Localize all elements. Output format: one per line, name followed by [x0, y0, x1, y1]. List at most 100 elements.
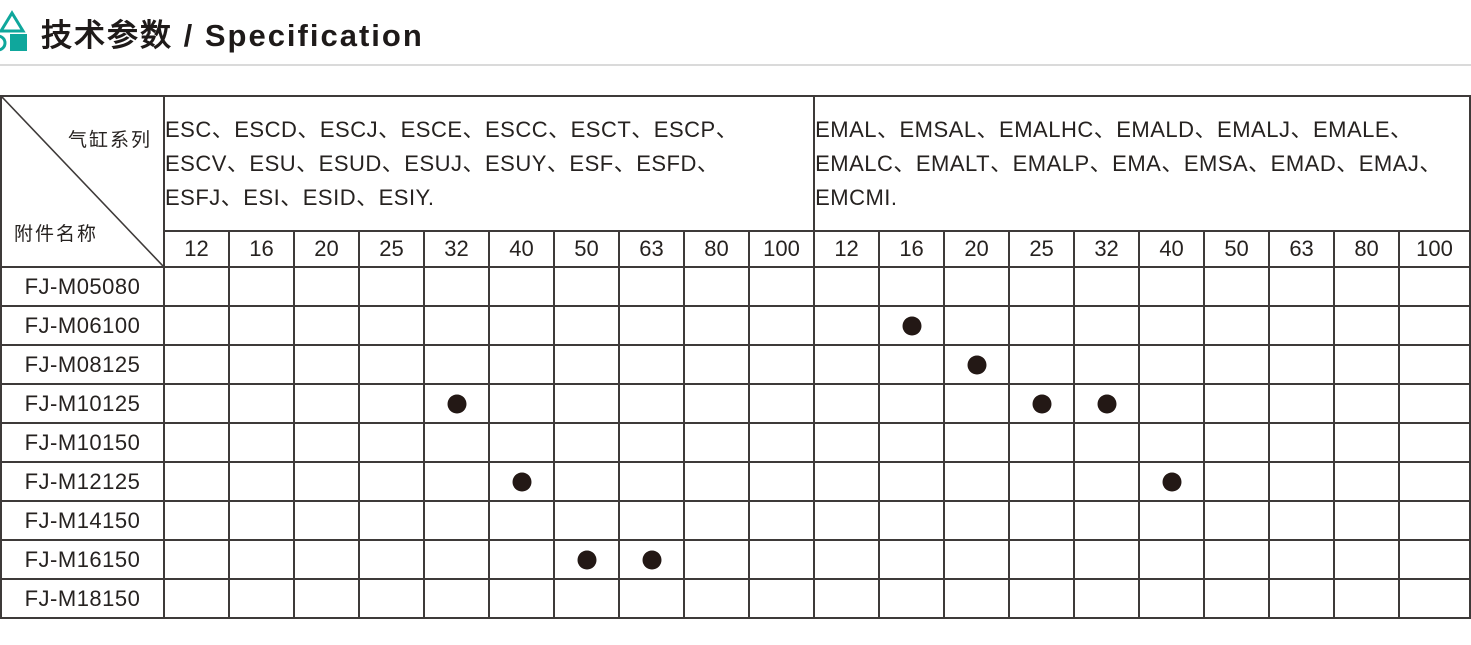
- compatibility-cell-empty: [1008, 344, 1076, 385]
- series-group-1: ESC、ESCD、ESCJ、ESCE、ESCC、ESCT、ESCP、 ESCV、…: [162, 95, 816, 232]
- compatibility-cell-empty: [1398, 461, 1471, 502]
- size-header-g2-20: 20: [943, 230, 1011, 268]
- table-row: FJ-M10125: [0, 383, 1471, 424]
- compatibility-cell-empty: [683, 344, 750, 385]
- compatibility-cell-empty: [1333, 422, 1401, 463]
- compatibility-cell-empty: [747, 500, 816, 541]
- compatibility-cell-empty: [943, 539, 1011, 580]
- page-header: 技术参数 / Specification: [0, 0, 1471, 66]
- compatibility-cell-empty: [813, 539, 881, 580]
- compatibility-cell-empty: [1203, 578, 1271, 619]
- compatibility-cell-empty: [1008, 461, 1076, 502]
- compatibility-cell-empty: [1008, 539, 1076, 580]
- compatibility-cell-empty: [1398, 578, 1471, 619]
- compatibility-cell-empty: [423, 461, 490, 502]
- compatibility-cell-empty: [813, 305, 881, 346]
- compatibility-cell-empty: [163, 578, 230, 619]
- table-row: FJ-M10150: [0, 422, 1471, 463]
- size-header-row: 12 16 20 25 32 40 50 63 80 100 12 16 20 25 32 40 50 63 80 1…: [1, 230, 1471, 268]
- compatibility-cell-empty: [488, 500, 555, 541]
- compatibility-cell-empty: [1073, 422, 1141, 463]
- compatibility-cell-empty: [228, 422, 295, 463]
- compatibility-cell-empty: [163, 305, 230, 346]
- compatibility-cell-empty: [423, 539, 490, 580]
- table-row: FJ-M06100: [0, 305, 1471, 346]
- compatibility-cell-empty: [1398, 344, 1471, 385]
- compatibility-cell-empty: [1333, 539, 1401, 580]
- size-header-g2-32: 32: [1073, 230, 1141, 268]
- compatibility-cell-marked: [488, 461, 555, 502]
- size-header-g2-50: 50: [1203, 230, 1271, 268]
- compatibility-cell-empty: [1203, 422, 1271, 463]
- compatibility-cell-empty: [1398, 266, 1471, 307]
- compatibility-cell-empty: [358, 266, 425, 307]
- compatibility-cell-empty: [943, 500, 1011, 541]
- compatibility-cell-empty: [1008, 305, 1076, 346]
- compatibility-cell-empty: [293, 422, 360, 463]
- compatibility-cell-empty: [423, 578, 490, 619]
- compatibility-cell-empty: [813, 422, 881, 463]
- compatibility-cell-empty: [683, 383, 750, 424]
- compatibility-cell-empty: [683, 266, 750, 307]
- compatibility-cell-empty: [747, 461, 816, 502]
- compatibility-cell-empty: [683, 305, 750, 346]
- compatibility-cell-empty: [1203, 461, 1271, 502]
- size-header-g1-20: 20: [293, 230, 360, 268]
- compatibility-cell-empty: [747, 422, 816, 463]
- compatibility-cell-empty: [423, 344, 490, 385]
- compatibility-cell-empty: [1008, 578, 1076, 619]
- corner-cell: 气缸系列 附件名称: [0, 95, 165, 268]
- compatibility-cell-empty: [488, 344, 555, 385]
- compatibility-cell-marked: [1073, 383, 1141, 424]
- size-header-g1-12: 12: [163, 230, 230, 268]
- compatibility-cell-marked: [423, 383, 490, 424]
- accessory-label: FJ-M18150: [0, 578, 165, 619]
- compatibility-cell-empty: [488, 383, 555, 424]
- compatibility-cell-empty: [553, 500, 620, 541]
- size-header-g1-100: 100: [747, 230, 816, 268]
- compatibility-cell-empty: [228, 461, 295, 502]
- compatibility-cell-empty: [488, 266, 555, 307]
- compatibility-cell-empty: [618, 383, 685, 424]
- dot-icon: [1097, 394, 1117, 413]
- table-row: FJ-M05080: [0, 266, 1471, 307]
- compatibility-cell-empty: [228, 266, 295, 307]
- compatibility-cell-empty: [1333, 305, 1401, 346]
- compatibility-cell-empty: [163, 422, 230, 463]
- compatibility-cell-empty: [813, 578, 881, 619]
- dot-icon: [1162, 472, 1182, 491]
- compatibility-cell-marked: [1138, 461, 1206, 502]
- compatibility-cell-empty: [553, 461, 620, 502]
- compatibility-cell-empty: [553, 422, 620, 463]
- compatibility-cell-empty: [943, 383, 1011, 424]
- spec-table-body: FJ-M05080 FJ-M06100 FJ-M08125 FJ-M10125 FJ-M…: [0, 266, 1471, 619]
- dot-icon: [967, 355, 987, 374]
- accessory-label: FJ-M05080: [0, 266, 165, 307]
- compatibility-cell-empty: [747, 305, 816, 346]
- table-row: FJ-M08125: [0, 344, 1471, 385]
- compatibility-cell-empty: [1073, 539, 1141, 580]
- compatibility-cell-empty: [943, 305, 1011, 346]
- compatibility-cell-empty: [1073, 305, 1141, 346]
- compatibility-cell-marked: [618, 539, 685, 580]
- size-header-g2-63: 63: [1268, 230, 1336, 268]
- compatibility-cell-empty: [1008, 266, 1076, 307]
- dot-icon: [512, 472, 531, 491]
- compatibility-cell-empty: [1333, 578, 1401, 619]
- compatibility-cell-empty: [1398, 422, 1471, 463]
- table-row: FJ-M12125: [0, 461, 1471, 502]
- table-row: FJ-M18150: [0, 578, 1471, 619]
- size-header-g1-63: 63: [618, 230, 685, 268]
- compatibility-cell-empty: [1333, 344, 1401, 385]
- compatibility-cell-empty: [293, 305, 360, 346]
- compatibility-cell-empty: [163, 344, 230, 385]
- compatibility-cell-empty: [683, 578, 750, 619]
- size-header-g1-40: 40: [488, 230, 555, 268]
- compatibility-cell-marked: [553, 539, 620, 580]
- compatibility-cell-empty: [813, 266, 881, 307]
- compatibility-cell-empty: [1333, 266, 1401, 307]
- series-header-row: 气缸系列 附件名称 ESC、ESCD、ESCJ、ESCE、ESCC、ESCT、E…: [0, 95, 1471, 268]
- compatibility-cell-empty: [228, 578, 295, 619]
- compatibility-cell-empty: [1073, 500, 1141, 541]
- compatibility-cell-empty: [878, 383, 946, 424]
